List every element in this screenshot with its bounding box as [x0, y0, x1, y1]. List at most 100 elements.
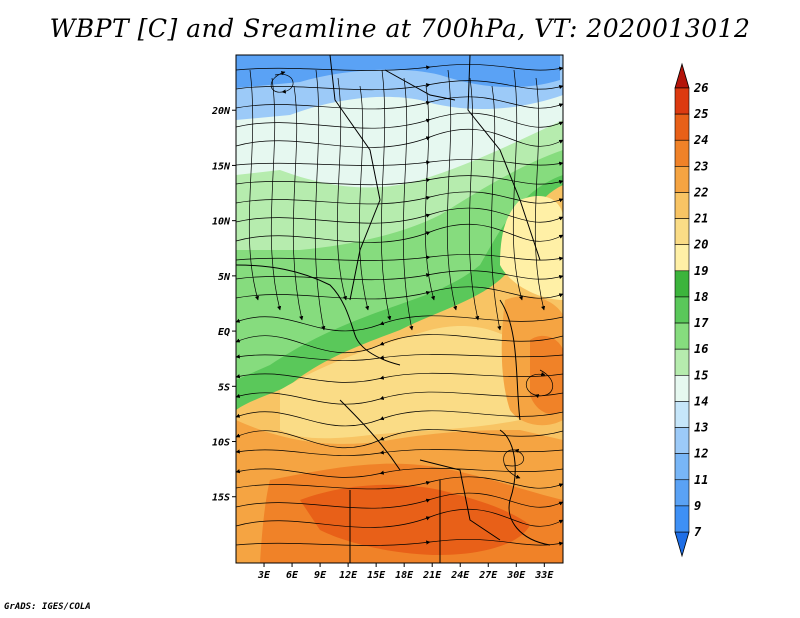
software-credit: GrADS: IGES/COLA	[4, 602, 91, 612]
map-frame	[235, 54, 564, 564]
colorbar-label: 12	[694, 447, 708, 461]
colorbar-box	[674, 453, 690, 481]
lon-tick-label: 9E	[314, 570, 327, 581]
shading-band	[236, 55, 560, 88]
streamline	[236, 223, 563, 243]
colorbar-box	[674, 505, 690, 533]
colorbar-label: 25	[693, 107, 708, 121]
colorbar-box	[674, 296, 690, 324]
streamline	[512, 69, 523, 301]
streamline	[446, 69, 458, 311]
colorbar-label: 17	[694, 316, 709, 330]
streamline	[503, 448, 525, 479]
colorbar-bottom-arrow	[674, 531, 690, 558]
colorbar-box	[674, 427, 690, 454]
streamline	[314, 69, 326, 331]
colorbar-box	[674, 322, 690, 350]
colorbar-box	[674, 270, 690, 298]
shading-band	[280, 325, 520, 439]
lat-tick-label: 15N	[212, 161, 231, 172]
lat-tick-label: 15S	[212, 493, 230, 504]
streamline	[424, 85, 435, 301]
colorbar-label: 11	[694, 473, 708, 487]
lat-tick-label: 10N	[212, 217, 231, 228]
streamline	[236, 467, 563, 478]
longitude-axis: 3E 6E 9E 12E 15E 18E 21E 24E 27E 30E 33E	[257, 563, 554, 581]
boundary-line	[419, 459, 501, 541]
colorbar-label: 26	[693, 81, 708, 95]
colorbar-label: 19	[694, 264, 708, 278]
streamline	[236, 80, 563, 91]
lon-tick-label: 30E	[506, 570, 526, 581]
streamline	[236, 539, 563, 546]
colorbar-box	[674, 139, 690, 167]
colorbar-box	[674, 479, 690, 507]
colorbar-label: 16	[694, 342, 708, 356]
colorbar-box	[674, 113, 690, 141]
lon-tick-label: 6E	[286, 570, 299, 581]
colorbar-box	[674, 348, 690, 376]
streamline	[236, 372, 563, 383]
colorbar-box	[674, 218, 690, 246]
colorbar-label: 9	[694, 499, 701, 513]
streamline	[236, 175, 563, 186]
colorbar-label: 18	[694, 290, 708, 304]
colorbar-label: 20	[693, 238, 708, 252]
colorbar-label: 23	[693, 159, 708, 173]
lon-tick-label: 27E	[478, 570, 498, 581]
colorbar-box	[674, 374, 690, 402]
streamline	[236, 476, 563, 490]
streamline	[402, 77, 414, 331]
streamline	[236, 391, 563, 405]
streamline	[292, 85, 304, 321]
lon-tick-label: 15E	[367, 570, 386, 581]
streamlines	[236, 64, 563, 546]
streamline	[236, 128, 563, 148]
colorbar-label: 22	[693, 185, 708, 199]
streamline	[490, 85, 502, 331]
streamline	[380, 69, 392, 321]
colorbar-box	[674, 166, 690, 193]
lat-tick-label: 5S	[218, 382, 230, 393]
colorbar-box	[674, 192, 690, 219]
streamline	[236, 286, 563, 300]
streamline	[270, 77, 282, 311]
streamline	[236, 64, 563, 71]
colorbar-label: 15	[694, 368, 708, 382]
streamline	[236, 191, 563, 205]
plot-title: WBPT [C] and Sreamline at 700hPa, VT: 20…	[49, 14, 751, 43]
streamline	[270, 71, 294, 94]
streamline	[236, 159, 563, 166]
colorbar-box	[674, 87, 690, 115]
coastlines-borders	[236, 55, 551, 563]
colorbar-box	[674, 401, 690, 428]
lon-tick-label: 18E	[395, 570, 414, 581]
lon-tick-label: 21E	[422, 570, 442, 581]
streamline	[236, 315, 563, 332]
lon-tick-label: 12E	[339, 570, 358, 581]
colorbar: 26 25 24 23 22 21 20 19 18 17 16 15 14 13 12 11 9 7	[674, 62, 709, 558]
lat-tick-label: 10S	[212, 438, 230, 449]
colorbar-label: 7	[694, 525, 702, 539]
streamline	[236, 207, 563, 224]
colorbar-label: 21	[693, 212, 708, 226]
streamline	[236, 96, 563, 110]
streamline	[236, 429, 563, 449]
boundary-line	[339, 399, 401, 471]
streamline	[236, 508, 563, 528]
lat-tick-label: EQ	[218, 327, 230, 338]
map-panel	[236, 55, 563, 563]
colorbar-label: 24	[693, 133, 708, 147]
boundary-line	[384, 69, 456, 101]
boundary-line	[329, 55, 381, 301]
streamline	[236, 334, 563, 354]
colorbar-box	[674, 244, 690, 272]
lon-tick-label: 24E	[450, 570, 470, 581]
lat-tick-label: 5N	[218, 272, 231, 283]
streamline	[248, 69, 259, 301]
lon-tick-label: 33E	[534, 570, 554, 581]
streamline	[358, 85, 370, 311]
lon-tick-label: 3E	[257, 570, 271, 581]
colorbar-label: 14	[694, 394, 708, 408]
